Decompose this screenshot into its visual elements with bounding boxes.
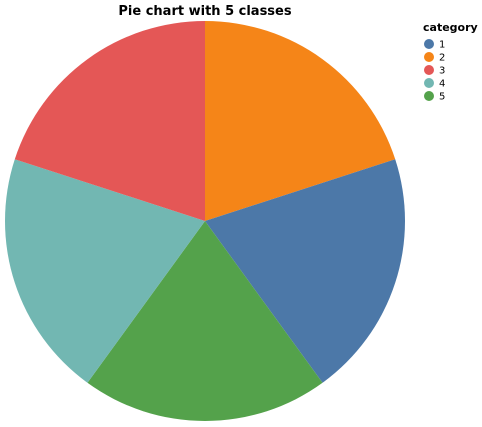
legend-item-1: 1	[424, 39, 445, 51]
pie-slice-1	[205, 159, 405, 383]
pie-slices	[5, 21, 405, 421]
legend-item-5: 5	[424, 91, 445, 103]
legend-items: 1 2 3 4 5	[424, 39, 445, 103]
legend-item-4: 4	[424, 78, 445, 90]
legend: category 1 2 3 4 5	[423, 21, 478, 103]
legend-label-5: 5	[439, 92, 445, 103]
legend-symbol-2	[424, 52, 434, 62]
legend-symbol-1	[424, 39, 434, 49]
legend-symbol-5	[424, 91, 434, 101]
legend-label-1: 1	[439, 40, 445, 51]
chart-title: Pie chart with 5 classes	[118, 4, 291, 19]
legend-label-3: 3	[439, 66, 445, 77]
legend-symbol-3	[424, 65, 434, 75]
legend-label-2: 2	[439, 53, 445, 64]
legend-title: category	[423, 21, 478, 34]
pie-slice-2	[205, 21, 396, 221]
legend-label-4: 4	[439, 79, 445, 90]
pie-slice-3	[14, 21, 206, 221]
legend-symbol-4	[424, 78, 434, 88]
pie-slice-4	[5, 159, 206, 383]
pie-slice-5	[87, 221, 323, 421]
legend-item-2: 2	[424, 52, 445, 64]
legend-item-3: 3	[424, 65, 445, 77]
